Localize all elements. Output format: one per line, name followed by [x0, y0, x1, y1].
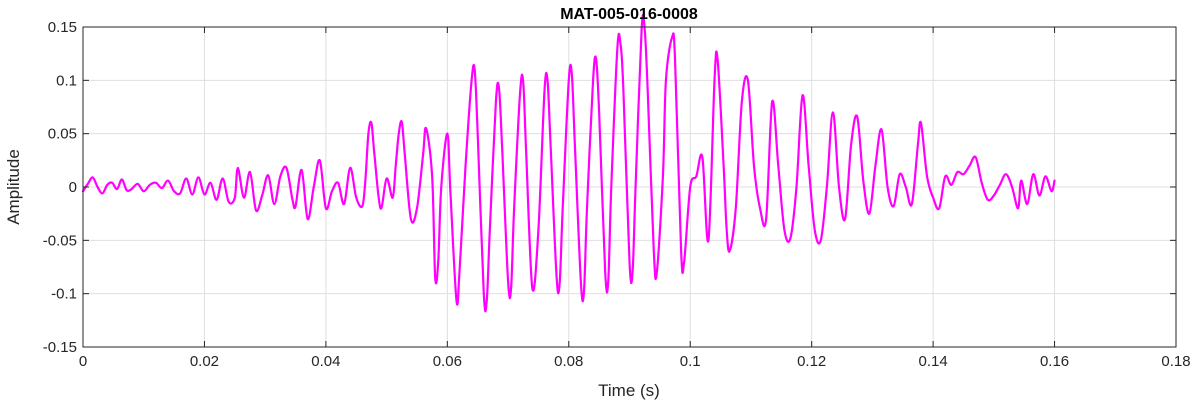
y-tick-label: 0.05 — [48, 126, 77, 143]
y-tick-label: -0.05 — [43, 232, 77, 249]
x-tick-label: 0 — [79, 353, 87, 370]
x-tick-label: 0.12 — [797, 353, 826, 370]
x-tick-label: 0.14 — [919, 353, 948, 370]
chart-title: MAT-005-016-0008 — [560, 6, 698, 23]
x-tick-label: 0.18 — [1161, 353, 1190, 370]
y-tick-label: -0.15 — [43, 339, 77, 356]
y-tick-label: -0.1 — [51, 286, 77, 303]
y-tick-label: 0 — [69, 179, 77, 196]
tick-layer: 0 0.02 0.04 0.06 0.08 0.1 0.12 0.14 0.16 0.18 -0.1… — [43, 19, 1191, 370]
x-tick-label: 0.02 — [190, 353, 219, 370]
x-tick-label: 0.06 — [433, 353, 462, 370]
x-axis-label: Time (s) — [598, 381, 660, 400]
series-line — [81, 13, 1056, 313]
series-layer — [81, 13, 1056, 313]
x-tick-label: 0.04 — [311, 353, 340, 370]
y-tick-label: 0.15 — [48, 19, 77, 36]
y-tick-label: 0.1 — [56, 72, 77, 89]
x-tick-label: 0.16 — [1040, 353, 1069, 370]
y-axis-label: Amplitude — [4, 149, 23, 225]
x-tick-label: 0.08 — [554, 353, 583, 370]
x-tick-label: 0.1 — [680, 353, 701, 370]
